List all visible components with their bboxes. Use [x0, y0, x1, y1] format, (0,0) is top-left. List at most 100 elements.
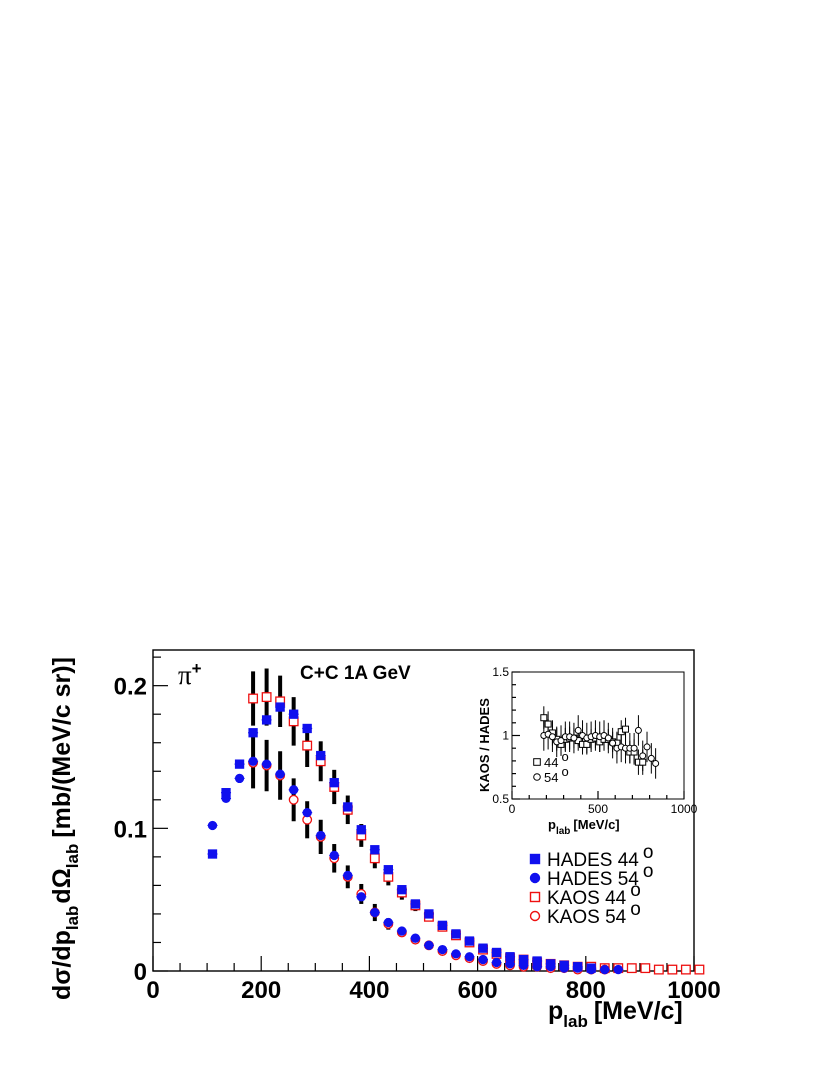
- data-point: [356, 892, 366, 902]
- inset-x-tick-label: 1000: [671, 802, 698, 816]
- data-point: [316, 750, 326, 761]
- data-point: [288, 794, 299, 805]
- legend-degree: o: [630, 880, 641, 901]
- data-point: [356, 825, 366, 835]
- data-point: [248, 728, 258, 738]
- x-tick-label: 600: [458, 977, 498, 1004]
- inset-data-point: [652, 759, 660, 767]
- inset-data-point: [548, 733, 556, 741]
- inset-data-point: [557, 737, 565, 745]
- data-point: [343, 870, 353, 881]
- data-point: [221, 793, 231, 804]
- data-point: [600, 964, 610, 975]
- inset-data-point: [639, 752, 647, 760]
- data-point: [261, 715, 272, 725]
- data-point: [370, 907, 380, 918]
- y-tick-label: 0.2: [114, 674, 147, 701]
- system-annotation: C+C 1A GeV: [300, 663, 411, 684]
- inset-y-tick-label: 0.5: [492, 792, 509, 806]
- inset-y-tick-label: 1: [502, 729, 509, 743]
- inset-data-point: [647, 754, 655, 762]
- data-point: [397, 926, 407, 936]
- data-point: [559, 963, 569, 973]
- legend-marker: [529, 891, 541, 903]
- data-point: [478, 943, 488, 953]
- inset-legend-label: 54: [544, 770, 558, 785]
- data-point: [397, 885, 407, 895]
- inset-data-point: [604, 734, 612, 742]
- x-tick-label: 400: [349, 977, 389, 1004]
- inset-data-point: [622, 725, 630, 733]
- inset-data-point: [544, 720, 552, 728]
- data-point: [464, 952, 475, 962]
- data-point: [505, 959, 515, 969]
- data-point: [667, 964, 678, 975]
- data-point: [383, 917, 393, 928]
- legend-degree: o: [643, 842, 654, 863]
- legend-marker: [529, 853, 541, 865]
- data-point: [261, 759, 272, 769]
- data-point: [626, 963, 637, 974]
- legend-label: KAOS 44: [547, 888, 627, 909]
- main-axis-ticks: [152, 656, 695, 972]
- data-point: [437, 944, 448, 955]
- inset-legend: 44 o54 o: [533, 749, 569, 785]
- data-point: [410, 933, 421, 943]
- data-point: [261, 692, 272, 703]
- data-point: [545, 962, 556, 972]
- inset-data-point: [630, 744, 638, 752]
- data-point: [248, 756, 258, 766]
- data-point: [410, 899, 421, 909]
- inset-data-point: [643, 743, 651, 751]
- data-point: [383, 865, 393, 875]
- inset-y-tick-label: 1.5: [492, 665, 509, 679]
- data-point: [329, 778, 339, 788]
- data-point: [518, 960, 529, 970]
- inset-legend-degree: o: [561, 764, 568, 779]
- data-point: [613, 964, 623, 975]
- inset-data-point: [639, 758, 647, 766]
- x-tick-label: 800: [566, 977, 606, 1004]
- data-point: [234, 759, 245, 769]
- inset-legend-label: 44: [544, 755, 558, 770]
- legend-degree: o: [630, 899, 641, 920]
- particle-annotation: π+: [178, 659, 202, 690]
- data-point: [451, 929, 461, 939]
- main-tick-labels: 0 200 400 600 800 1000 0 0.1 0.2: [114, 674, 721, 1004]
- legend-label: KAOS 54: [547, 907, 627, 928]
- data-point: [207, 849, 218, 859]
- data-point: [275, 769, 285, 779]
- x-tick-label: 0: [146, 977, 159, 1004]
- data-point: [302, 807, 312, 818]
- y-tick-label: 0: [134, 959, 147, 986]
- inset-legend-marker: [533, 773, 541, 781]
- legend-label: HADES 44: [547, 850, 639, 871]
- legend-marker: [529, 910, 541, 922]
- data-point: [207, 820, 218, 831]
- data-point: [316, 830, 326, 841]
- data-point: [532, 962, 542, 972]
- x-tick-label: 200: [241, 977, 281, 1004]
- data-point: [329, 850, 339, 861]
- inset-legend-degree: o: [561, 749, 568, 764]
- data-point: [694, 964, 705, 975]
- data-point: [234, 773, 245, 784]
- data-point: [491, 957, 502, 968]
- inset-data-point: [570, 734, 578, 742]
- data-point: [640, 963, 651, 974]
- legend-label: HADES 54: [547, 869, 639, 890]
- y-axis-title: dσ/dplabdΩlab[mb/(MeV/c sr)]: [48, 657, 82, 1000]
- inset-x-tick-label: 0: [509, 802, 516, 816]
- data-point: [478, 954, 488, 965]
- data-point: [369, 853, 380, 864]
- data-point: [437, 920, 448, 930]
- inset-data-point: [574, 726, 582, 734]
- data-point: [424, 940, 434, 950]
- inset-data-point: [609, 739, 617, 747]
- data-point: [275, 702, 285, 712]
- data-point: [248, 693, 259, 704]
- data-point: [451, 949, 461, 959]
- data-point: [653, 964, 664, 975]
